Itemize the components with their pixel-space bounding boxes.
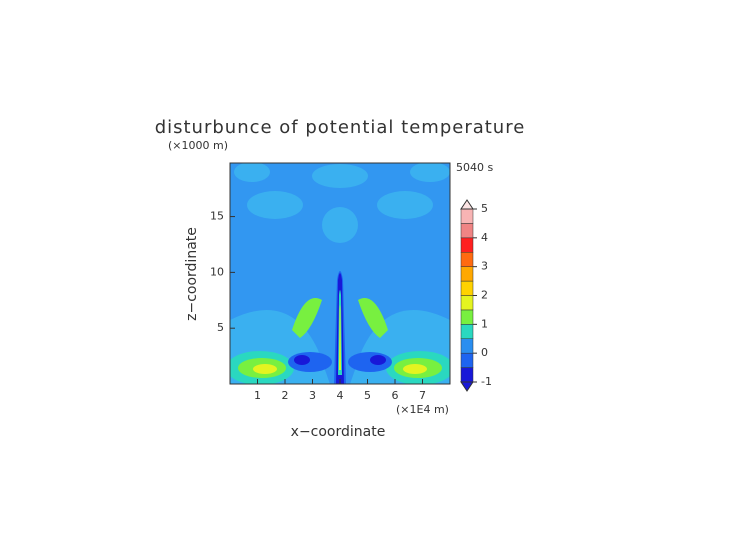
x-tick-label: 3 (309, 389, 316, 402)
colorbar-tick-label: 3 (481, 260, 488, 273)
colorbar-tick-label: 4 (481, 231, 488, 244)
colorbar-high-arrow (460, 199, 474, 210)
colorbar-band (460, 324, 474, 340)
colorbar-tick-label: -1 (481, 375, 492, 388)
colorbar-band (460, 295, 474, 311)
x-tick-label: 2 (282, 389, 289, 402)
y-axis-label: z−coordinate (184, 227, 200, 321)
x-unit: (×1E4 m) (396, 403, 449, 416)
colorbar-band (460, 208, 474, 224)
x-axis-label: x−coordinate (291, 424, 386, 440)
chart-title: disturbunce of potential temperature (155, 117, 526, 138)
y-unit: (×1000 m) (168, 139, 228, 152)
colorbar-band (460, 367, 474, 383)
y-tick-label: 15 (210, 210, 224, 223)
colorbar-tick-label: 5 (481, 202, 488, 215)
contour-field (230, 163, 450, 384)
y-tick-label: 10 (210, 265, 224, 278)
x-tick-label: 4 (337, 389, 344, 402)
colorbar-band (460, 309, 474, 325)
x-tick-label: 1 (254, 389, 261, 402)
colorbar-tick-label: 0 (481, 346, 488, 359)
colorbar-tick-label: 2 (481, 289, 488, 302)
colorbar-band (460, 338, 474, 354)
colorbar-band (460, 280, 474, 296)
colorbar-low-arrow (460, 381, 474, 392)
time-label: 5040 s (456, 161, 493, 174)
x-tick-label: 7 (419, 389, 426, 402)
colorbar-band (460, 352, 474, 368)
colorbar-band (460, 252, 474, 267)
x-tick-label: 5 (364, 389, 371, 402)
colorbar-tick-label: 1 (481, 317, 488, 330)
colorbar-band (460, 223, 474, 239)
x-tick-label: 6 (392, 389, 399, 402)
colorbar-band (460, 266, 474, 282)
colorbar-band (460, 237, 474, 253)
y-tick-label: 5 (217, 321, 224, 334)
